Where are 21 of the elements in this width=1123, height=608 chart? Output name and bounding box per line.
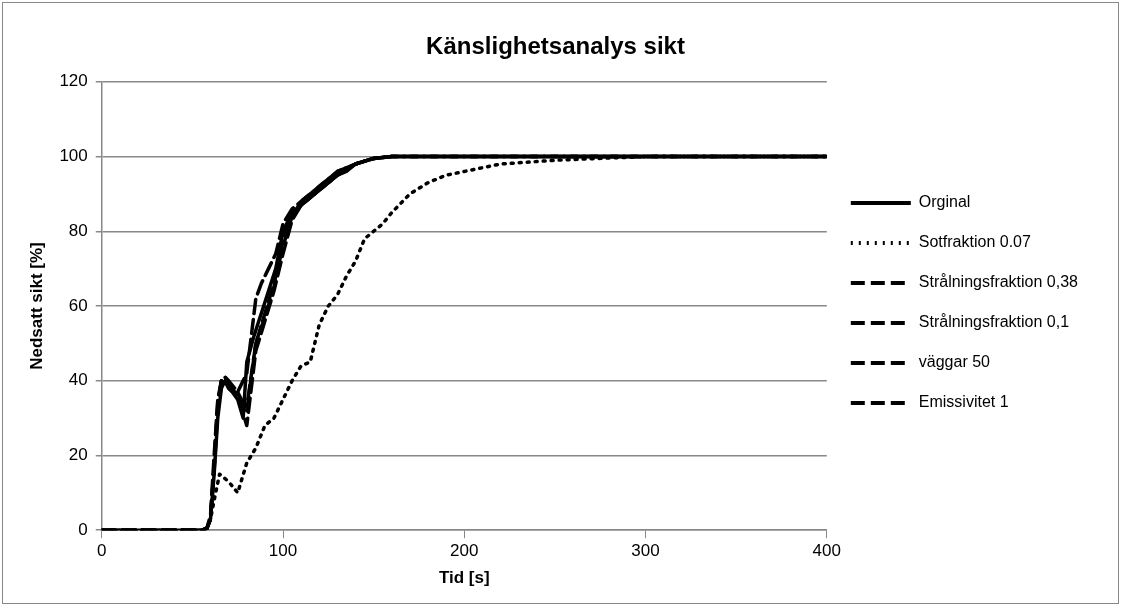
y-tick-label: 80 <box>68 220 88 240</box>
x-axis-title: Tid [s] <box>438 568 490 588</box>
x-tick-label: 100 <box>268 541 298 561</box>
y-tick-label: 20 <box>68 445 88 465</box>
y-tick-label: 100 <box>59 146 88 166</box>
x-tick-label: 300 <box>631 541 660 561</box>
legend-label: Sotfraktion 0.07 <box>918 233 1031 251</box>
chart-title: Känslighetsanalys sikt <box>426 32 685 60</box>
y-axis-title: Nedsatt sikt [%] <box>26 242 46 370</box>
legend-label: Emissivitet 1 <box>918 393 1009 411</box>
y-tick-label: 60 <box>68 295 88 315</box>
y-tick-label: 40 <box>68 370 88 390</box>
x-tick-label: 0 <box>97 541 107 561</box>
x-tick-label: 200 <box>450 541 479 561</box>
legend-label: Strålningsfraktion 0,1 <box>918 313 1070 331</box>
x-tick-label: 400 <box>812 541 841 561</box>
legend-label: Orginal <box>918 193 971 211</box>
legend-label: Strålningsfraktion 0,38 <box>918 273 1079 291</box>
y-tick-label: 120 <box>59 71 88 91</box>
y-tick-label: 0 <box>78 519 88 539</box>
legend-label: väggar 50 <box>918 353 991 371</box>
